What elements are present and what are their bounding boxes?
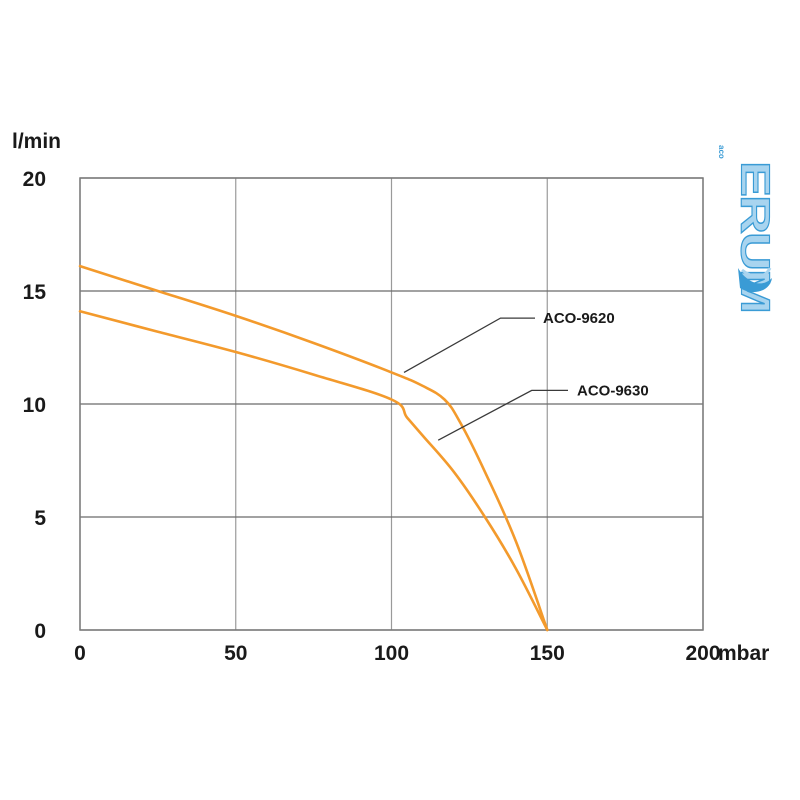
logo-small-text: aco [717, 145, 726, 159]
x-tick-label: 50 [224, 642, 247, 665]
y-tick-label: 10 [23, 394, 46, 417]
logo-swoosh-icon [738, 267, 772, 293]
y-tick-label: 20 [23, 168, 46, 191]
x-tick-label: 150 [530, 642, 565, 665]
callout-leader-line [437, 389, 568, 441]
y-tick-label: 15 [23, 281, 47, 304]
y-tick-label: 0 [34, 620, 46, 643]
tick-labels: 0 50 100 150 200 0 5 10 15 20 [23, 168, 721, 665]
y-axis-unit-label: l/min [12, 130, 61, 153]
x-tick-label: 200 [685, 642, 720, 665]
x-tick-label: 0 [74, 642, 86, 665]
series-line-aco-9630 [78, 310, 549, 632]
y-tick-label: 5 [34, 507, 46, 530]
axes [79, 177, 704, 631]
series-line-aco-9620 [78, 264, 549, 632]
callout-label-aco-9620: ACO-9620 [543, 310, 615, 327]
callout-label-aco-9630: ACO-9630 [577, 382, 649, 399]
x-axis-unit-label: mbar [718, 642, 769, 665]
x-tick-label: 100 [374, 642, 409, 665]
callouts: ACO-9620 ACO-9630 [403, 310, 649, 441]
plot-border [79, 177, 704, 631]
callout-leader-line [403, 317, 535, 373]
series [78, 264, 549, 632]
